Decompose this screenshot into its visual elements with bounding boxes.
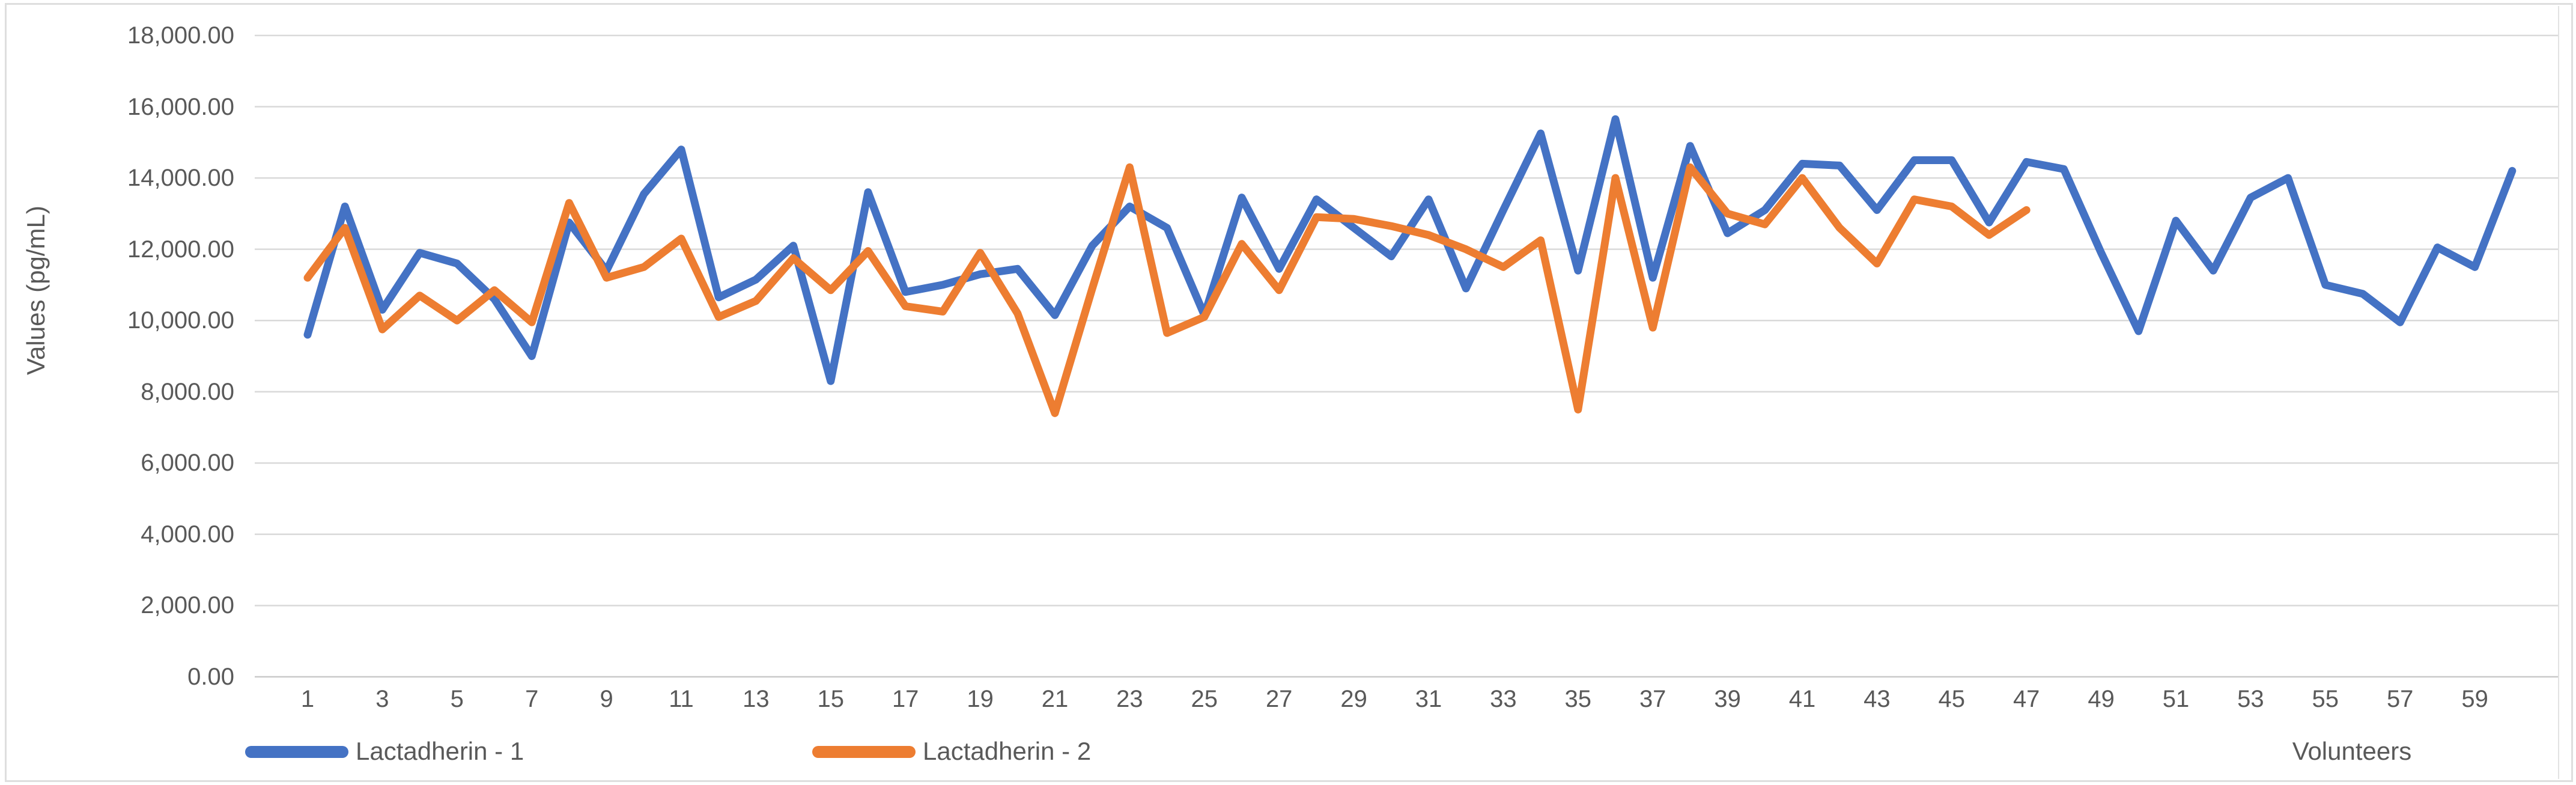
x-tick-label: 47 <box>2012 686 2040 712</box>
x-tick-label: 59 <box>2461 686 2488 712</box>
x-tick-label: 43 <box>1864 686 1891 712</box>
y-tick-label: 4,000.00 <box>141 521 234 548</box>
x-tick-label: 55 <box>2312 686 2339 712</box>
series-line-lactadherin-1 <box>303 115 2517 385</box>
x-tick-label: 7 <box>525 686 539 712</box>
y-tick-label: 14,000.00 <box>127 165 234 192</box>
x-tick-label: 3 <box>375 686 389 712</box>
x-tick-label: 27 <box>1265 686 1293 712</box>
series-line-lactadherin-2 <box>303 163 2031 417</box>
x-tick-label: 41 <box>1788 686 1816 712</box>
x-tick-label: 25 <box>1191 686 1218 712</box>
series-lines <box>303 115 2517 417</box>
x-tick-label: 13 <box>743 686 770 712</box>
x-tick-label: 53 <box>2237 686 2264 712</box>
x-tick-label: 5 <box>450 686 464 712</box>
legend-line-swatch-lactadherin-2-icon <box>812 746 916 758</box>
x-tick-label: 23 <box>1116 686 1143 712</box>
gridlines <box>255 34 2558 678</box>
y-tick-label: 16,000.00 <box>127 93 234 120</box>
y-tick-label: 12,000.00 <box>127 236 234 263</box>
legend-label-lactadherin-2: Lactadherin - 2 <box>923 737 1092 765</box>
x-tick-label: 17 <box>892 686 919 712</box>
y-tick-label: 6,000.00 <box>141 450 234 477</box>
x-tick-label: 31 <box>1415 686 1442 712</box>
x-tick-label: 35 <box>1564 686 1592 712</box>
x-tick-label: 1 <box>300 686 315 712</box>
y-axis-title: Values (pg/mL) <box>22 206 50 375</box>
x-tick-label: 11 <box>669 686 694 712</box>
y-tick-label: 18,000.00 <box>127 22 234 49</box>
y-tick-label: 0.00 <box>187 664 234 690</box>
x-tick-label: 39 <box>1714 686 1741 712</box>
x-tick-label: 9 <box>600 686 613 712</box>
x-tick-label: 37 <box>1639 686 1666 712</box>
x-tick-label: 15 <box>817 686 845 712</box>
y-tick-label: 10,000.00 <box>127 307 234 334</box>
x-tick-label: 19 <box>967 686 994 712</box>
x-tick-label: 45 <box>1938 686 1966 712</box>
x-tick-label: 33 <box>1490 686 1517 712</box>
x-axis-title: Volunteers <box>2292 737 2412 765</box>
legend-line-swatch-lactadherin-1-icon <box>245 746 348 758</box>
y-tick-label: 8,000.00 <box>141 378 234 405</box>
legend-label-lactadherin-1: Lactadherin - 1 <box>356 737 524 765</box>
y-tick-label: 2,000.00 <box>141 592 234 619</box>
x-tick-label: 51 <box>2162 686 2190 712</box>
x-tick-label: 29 <box>1340 686 1367 712</box>
x-tick-label: 21 <box>1041 686 1069 712</box>
plot-right-border <box>2558 6 2559 779</box>
x-tick-label: 49 <box>2088 686 2115 712</box>
x-tick-label: 57 <box>2386 686 2414 712</box>
